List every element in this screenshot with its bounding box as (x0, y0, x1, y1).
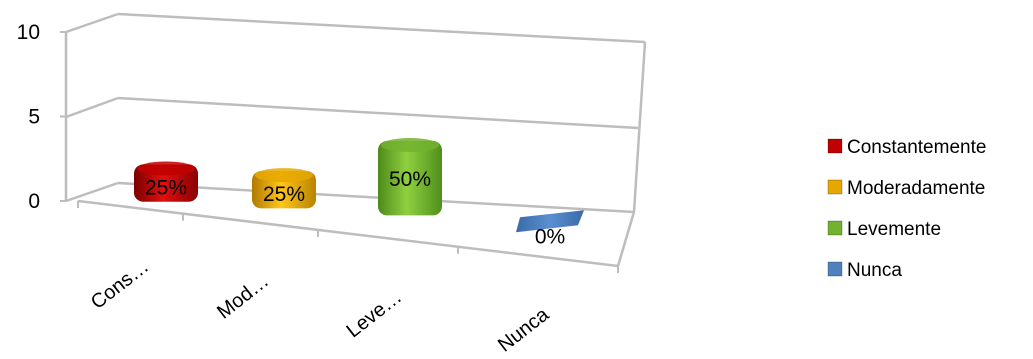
gridline-5 (65, 96, 119, 119)
data-labels: 25% 25% 50% 0% (145, 168, 565, 248)
legend: Constantemente Moderadamente Levemente Nunc… (827, 137, 986, 281)
data-label: 50% (389, 168, 431, 191)
legend-swatch (827, 138, 843, 154)
side-wall-left-edge (65, 12, 119, 34)
legend-item: Levemente (827, 219, 941, 240)
back-wall-right-edge (632, 41, 647, 213)
bar-front-face (378, 141, 442, 216)
legend-item: Constantemente (827, 137, 986, 158)
data-label: 25% (145, 177, 187, 200)
bar-flat-face (516, 210, 584, 233)
bar-top-face (137, 161, 195, 176)
back-wall-top-edge (117, 12, 646, 44)
data-label: 0% (535, 225, 565, 248)
bar-3 (378, 138, 442, 216)
x-tick-label: Mod… (213, 270, 273, 324)
x-tick-label: Cons… (87, 255, 153, 313)
bar-2 (252, 168, 316, 209)
bars (134, 138, 584, 233)
bar-top-face (381, 138, 439, 153)
x-tick-label: Leve… (343, 286, 406, 342)
data-label: 25% (263, 183, 305, 206)
bar-4 (516, 210, 584, 233)
plot-walls (64, 12, 647, 268)
legend-swatch (827, 179, 843, 195)
y-tick-label: 5 (28, 106, 40, 129)
floor-right-edge (616, 211, 636, 267)
y-tick-label: 10 (17, 21, 40, 44)
y-axis-ticks: 0 5 10 (17, 21, 66, 213)
legend-item: Nunca (827, 260, 902, 281)
y-tick-label: 0 (28, 190, 40, 213)
legend-label: Levemente (847, 219, 941, 240)
legend-item: Moderadamente (827, 178, 985, 199)
x-tick-label: Nunca (494, 303, 554, 354)
legend-swatch (827, 220, 843, 236)
bar-top-face (255, 168, 313, 183)
legend-label: Nunca (847, 260, 902, 281)
floor-front-edge (77, 199, 619, 268)
floor-back-edge (117, 181, 635, 214)
floor-left-edge (65, 181, 119, 203)
gridline-5-back (117, 96, 639, 130)
legend-label: Constantemente (847, 137, 986, 158)
legend-swatch (827, 261, 843, 277)
legend-label: Moderadamente (847, 178, 985, 199)
bar-1 (134, 161, 198, 202)
